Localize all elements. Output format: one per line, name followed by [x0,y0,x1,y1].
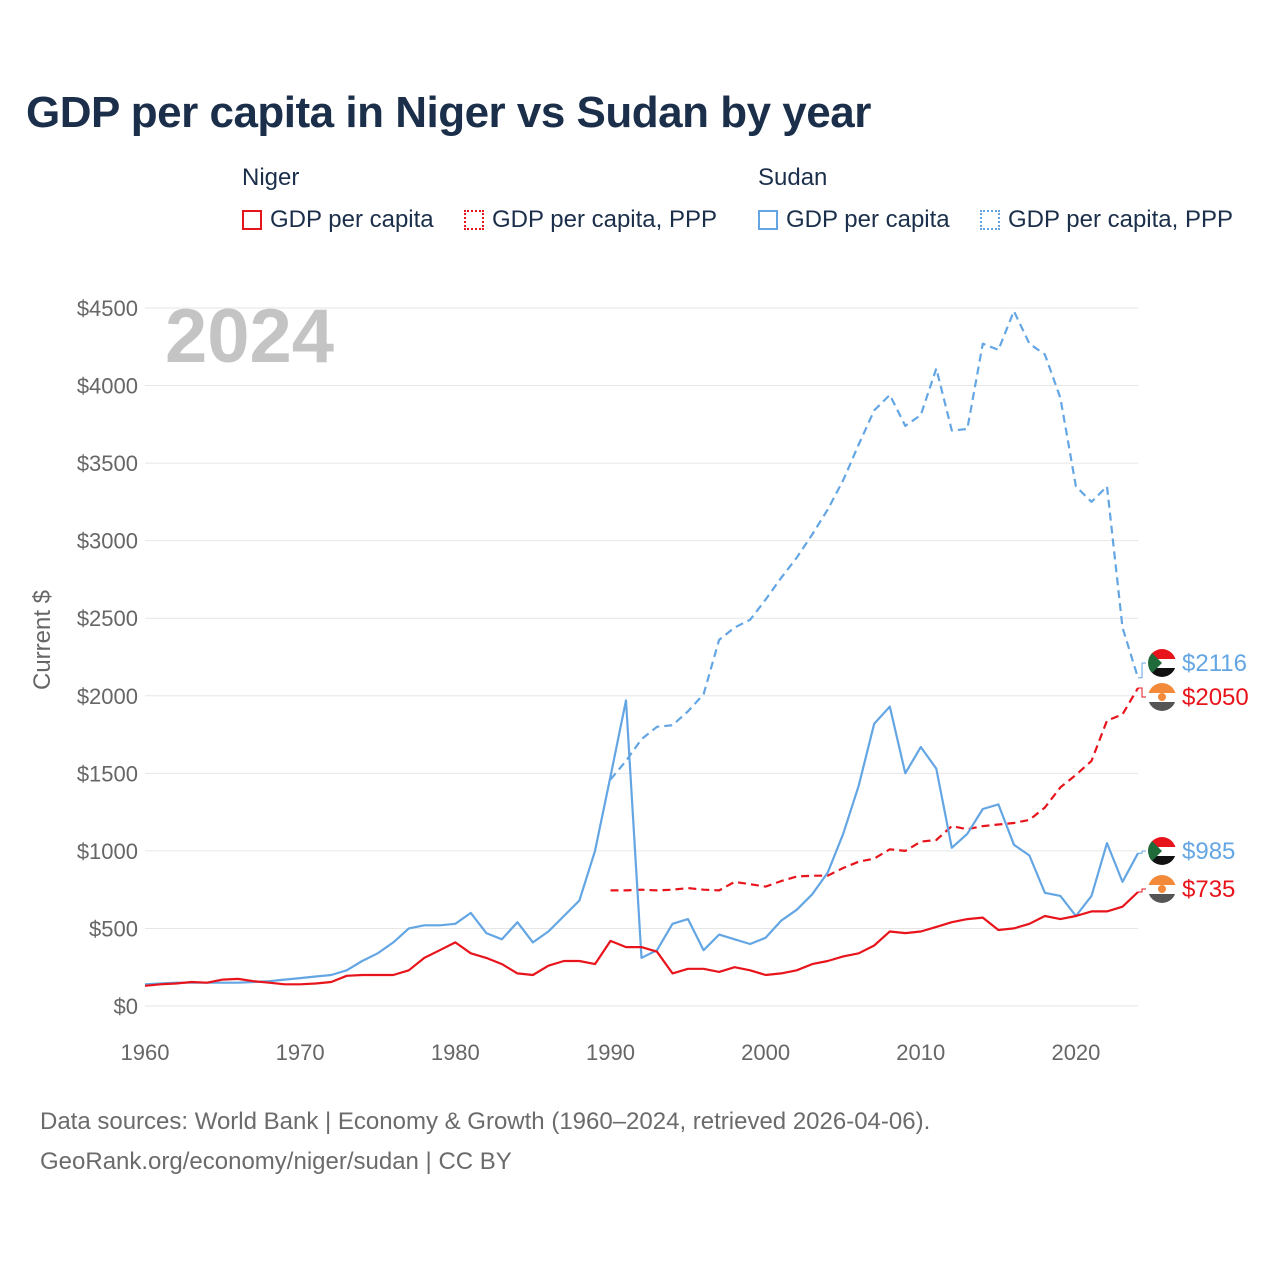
y-tick-label: $4500 [77,296,138,321]
y-tick-label: $2500 [77,606,138,631]
end-value-label: $735 [1182,876,1235,903]
y-axis-ticks: $0 $500 $1000 $1500 $2000 $2500 $3000 $3500 $400… [77,296,138,1019]
series-line [144,891,1139,987]
grid-lines [145,307,1138,1007]
legend-swatch-dotted-red [464,210,484,230]
x-tick-label: 1990 [586,1040,635,1065]
sudan-flag-icon [1148,649,1176,677]
legend-label: GDP per capita [270,206,434,233]
x-tick-label: 1960 [121,1040,170,1065]
legend-label: GDP per capita, PPP [492,206,717,233]
x-axis-ticks: 1960 1970 1980 1990 2000 2010 2020 [121,1040,1101,1065]
legend-label: GDP per capita [786,206,950,233]
y-tick-label: $3500 [77,451,138,476]
sudan-flag-icon [1148,837,1176,865]
end-label-connector [1138,850,1146,854]
y-tick-label: $0 [114,994,138,1019]
series-lines [144,310,1140,987]
legend-sudan-gdp-ppp[interactable]: GDP per capita, PPP [980,206,1233,234]
y-tick-label: $500 [89,916,138,941]
end-label-connector [1138,662,1146,679]
series-line [144,699,1139,986]
series-line [609,310,1140,781]
end-label-connector [1138,687,1146,698]
legend-swatch-dotted-blue [980,210,1000,230]
x-tick-label: 2010 [896,1040,945,1065]
y-tick-label: $1000 [77,839,138,864]
end-label-connector [1138,888,1146,893]
end-value-label: $2116 [1182,650,1247,677]
y-tick-label: $2000 [77,684,138,709]
x-tick-label: 2000 [741,1040,790,1065]
legend-label: GDP per capita, PPP [1008,206,1233,233]
end-value-label: $985 [1182,838,1235,865]
legend-swatch-solid-blue [758,210,778,230]
chart-title: GDP per capita in Niger vs Sudan by year [26,88,871,137]
series-line [610,687,1139,892]
x-tick-label: 1970 [276,1040,325,1065]
end-value-label: $2050 [1182,684,1249,711]
footer-sources: Data sources: World Bank | Economy & Gro… [40,1108,931,1135]
y-tick-label: $3000 [77,529,138,554]
niger-flag-icon [1148,683,1176,711]
legend-group-sudan: Sudan [758,164,828,191]
x-tick-label: 1980 [431,1040,480,1065]
y-tick-label: $1500 [77,761,138,786]
legend-group-niger: Niger [242,164,300,191]
y-tick-label: $4000 [77,374,138,399]
legend-swatch-solid-red [242,210,262,230]
legend-sudan-gdp[interactable]: GDP per capita [758,206,950,234]
y-axis-label: Current $ [29,590,56,690]
x-tick-label: 2020 [1051,1040,1100,1065]
niger-flag-icon [1148,875,1176,903]
end-labels: $2116 $2050 $985 $735 [1138,650,1249,903]
year-watermark: 2024 [165,294,334,379]
legend-niger-gdp[interactable]: GDP per capita [242,206,434,234]
legend-niger-gdp-ppp[interactable]: GDP per capita, PPP [464,206,717,234]
footer-credit: GeoRank.org/economy/niger/sudan | CC BY [40,1148,512,1175]
